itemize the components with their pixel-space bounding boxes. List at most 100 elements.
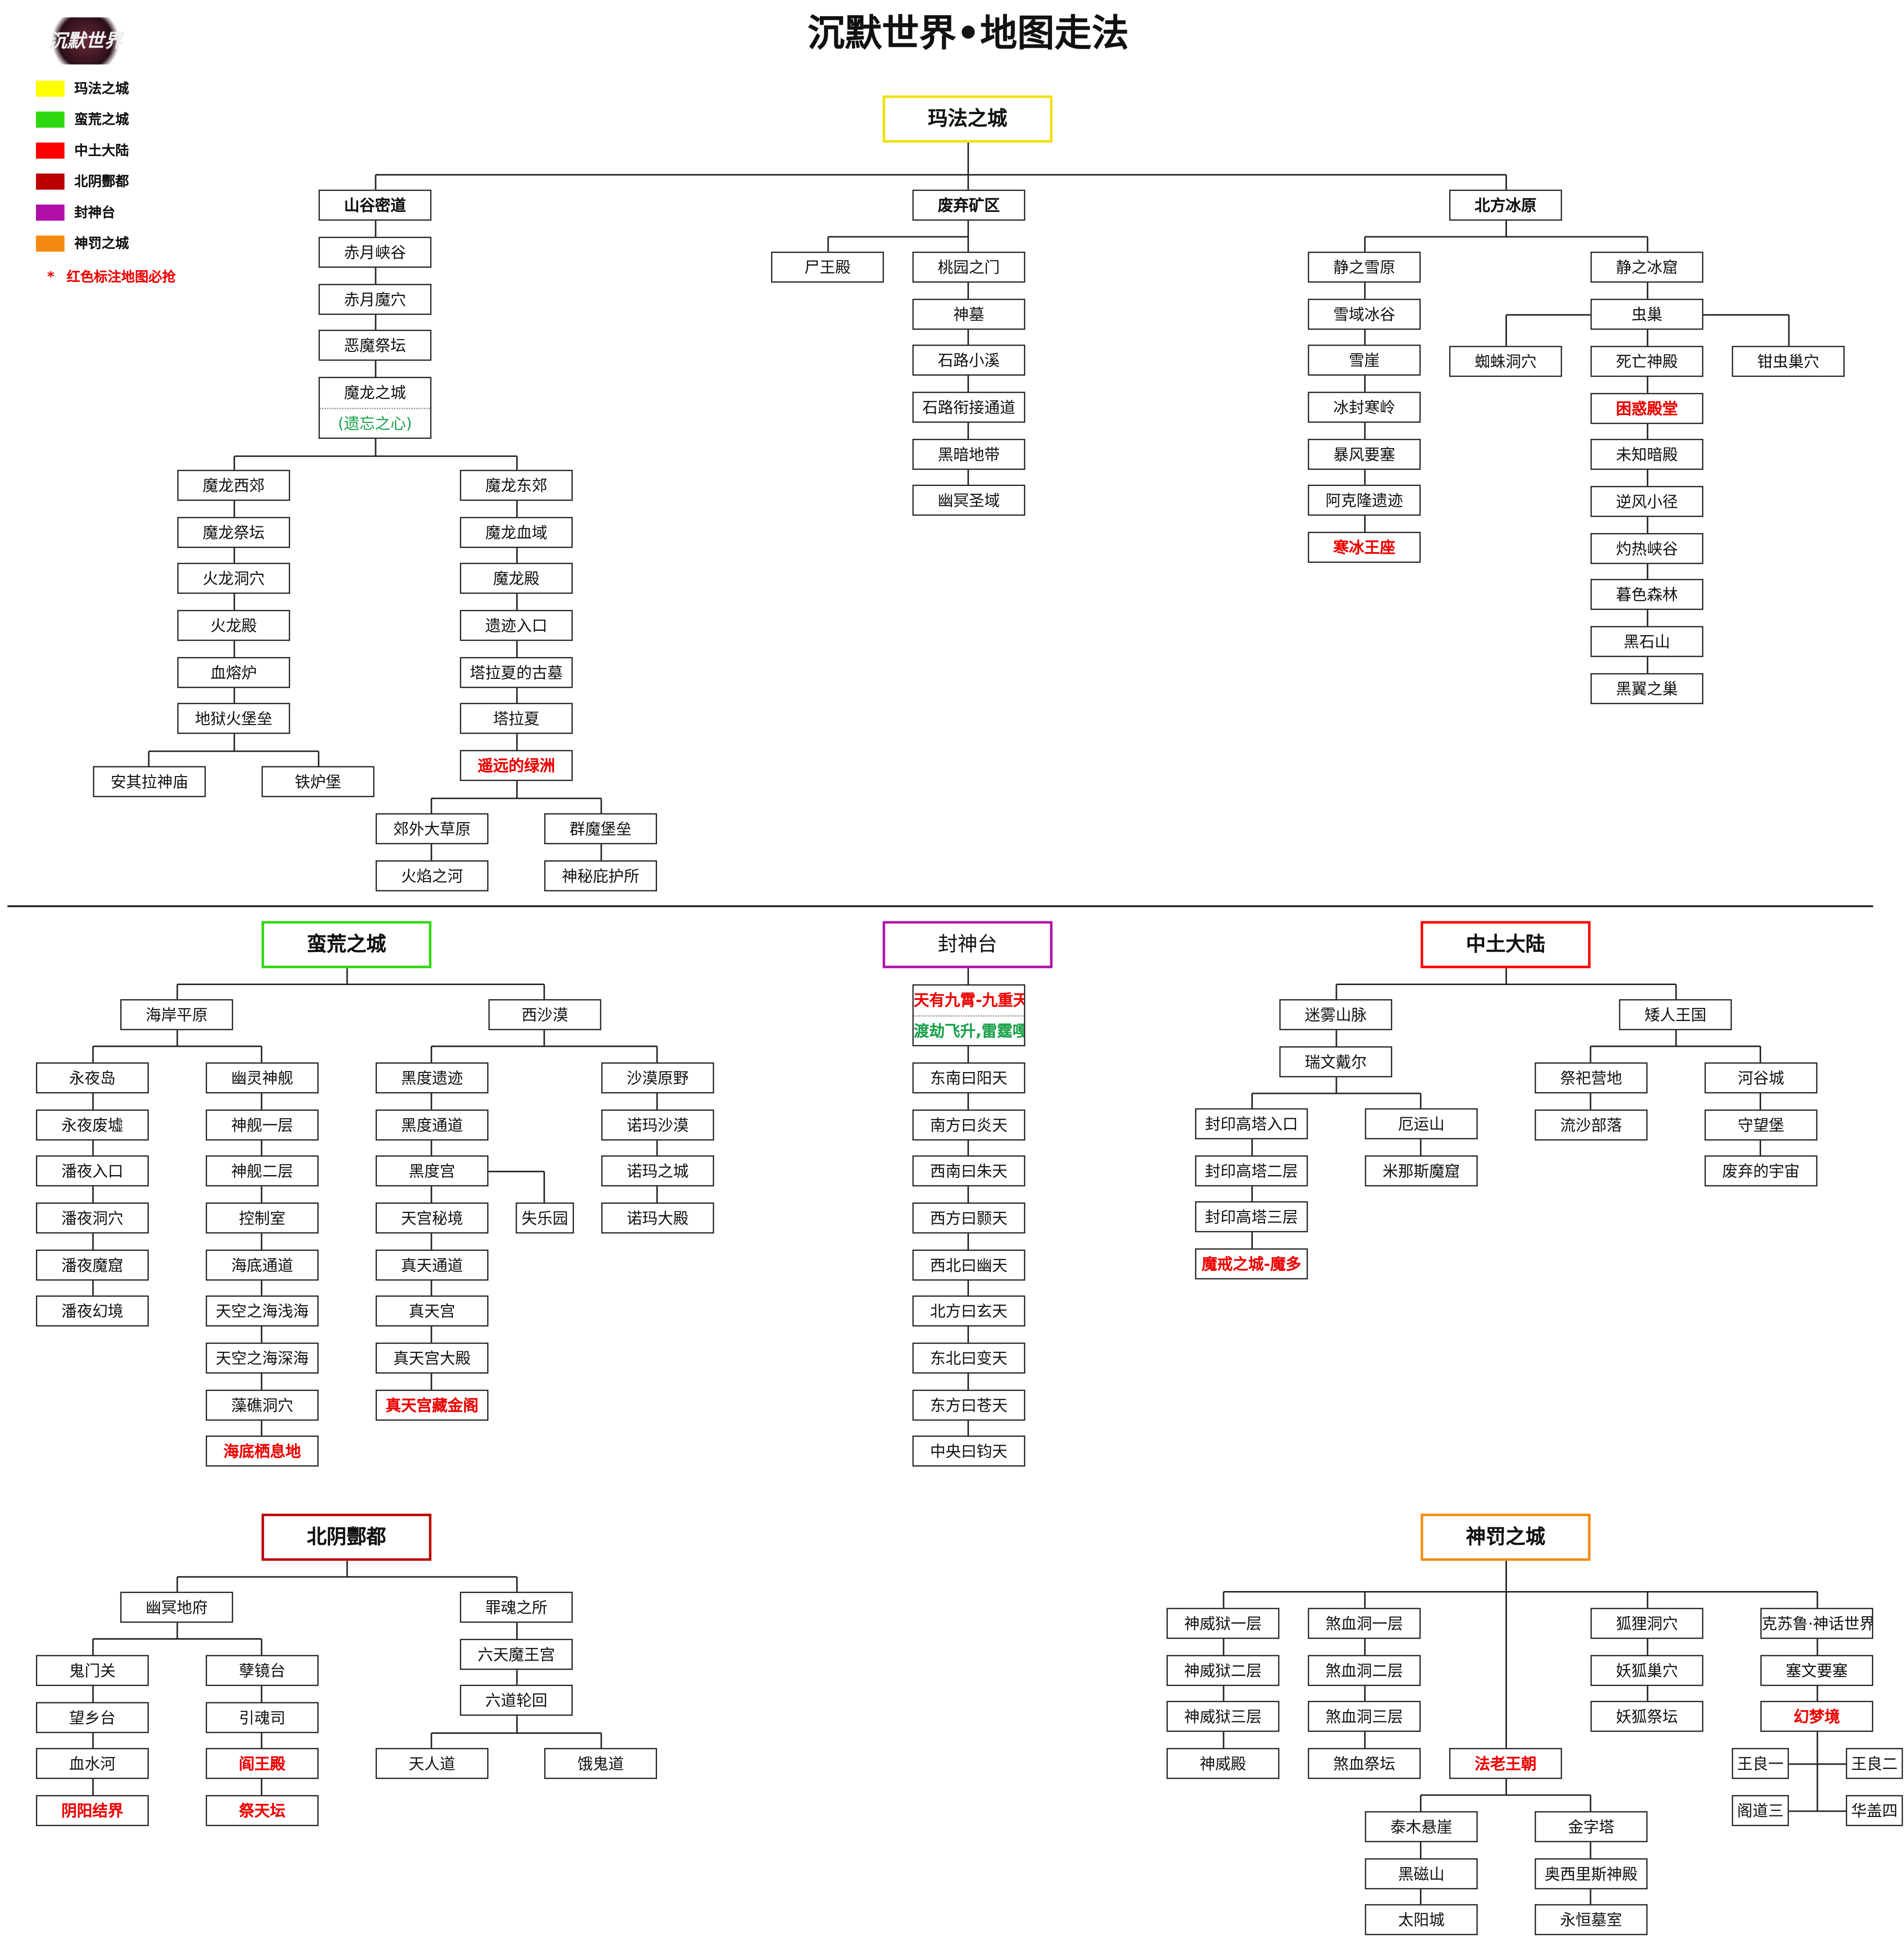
map-node-haian-r: 神舰一层 (206, 1109, 319, 1141)
map-node-falao-l: 太阳城 (1365, 1904, 1478, 1936)
map-node-zuihun: 罪魂之所 (460, 1592, 573, 1623)
game-logo: 沉默世界 (47, 17, 124, 65)
map-node-fengshen: 南方曰炎天 (912, 1109, 1025, 1141)
legend-label: 封神台 (74, 204, 116, 221)
map-node-molong-west-end: 铁炉堡 (261, 766, 375, 797)
map-node-eyun: 米那斯魔窟 (1365, 1155, 1478, 1186)
map-node-molong-west: 魔龙西郊 (177, 469, 290, 501)
map-node-chongchao-side: 蜘蛛洞穴 (1449, 346, 1562, 377)
map-node-falao-r: 金字塔 (1535, 1811, 1648, 1842)
map-node-bingyuan-l: 阿克隆遗迹 (1308, 485, 1421, 517)
map-node-xisha-r: 诺玛之城 (601, 1156, 714, 1187)
map-node-bingyuan-l: 静之雪原 (1308, 251, 1421, 283)
map-node-bingyuan-l: 寒冰王座 (1308, 532, 1421, 563)
map-node-molong-west: 火龙殿 (177, 610, 290, 641)
map-node-molong-west: 地狱火堡垒 (177, 703, 290, 735)
map-node-falao-l: 泰木悬崖 (1365, 1811, 1478, 1842)
map-node-niejing: 孽镜台 (206, 1655, 319, 1686)
map-node-shangu: 赤月魔穴 (318, 283, 432, 315)
map-node-xisha-l: 真天宫大殿 (375, 1342, 489, 1374)
map-node-shenwei: 神威殿 (1166, 1748, 1280, 1779)
map-node-feiqi: 幽冥圣域 (912, 485, 1025, 517)
map-node-huli: 狐狸洞穴 (1590, 1608, 1704, 1639)
map-node-haian-r: 海底栖息地 (206, 1436, 319, 1467)
map-node-molong-west-end: 安其拉神庙 (93, 766, 206, 797)
map-node-xisha-l: 黑度宫 (375, 1156, 489, 1187)
map-node-molong-city: 魔龙之城 (遗忘之心) (318, 377, 432, 439)
map-node-fengshen: 西南曰朱天 (912, 1156, 1025, 1187)
map-node-molong-east: 魔龙东郊 (460, 469, 573, 501)
legend-swatch (35, 204, 65, 221)
map-node-feiqi: 桃园之门 (912, 251, 1025, 283)
map-node-bingyuan-r2: 灼热峡谷 (1590, 533, 1704, 564)
map-node-molong-west: 火龙洞穴 (177, 563, 290, 594)
map-node-feiqi-side: 尸王殿 (771, 251, 884, 283)
map-node-eyun: 厄运山 (1365, 1108, 1478, 1140)
map-node-fengshen: 西方曰颢天 (912, 1202, 1025, 1234)
map-node-falao: 法老王朝 (1449, 1748, 1562, 1779)
map-node-bingyuan-l: 雪崖 (1308, 345, 1421, 376)
map-node-hubs-mafa: 废弃矿区 (912, 190, 1025, 221)
map-node-huli: 妖狐巢穴 (1590, 1654, 1704, 1686)
map-node-label: 天有九霄-九重天 (914, 990, 1025, 1009)
map-node-bingyuan-r1: 虫巢 (1590, 298, 1704, 329)
map-node-xisha-l: 黑度通道 (375, 1109, 489, 1141)
map-node-fengshen: 东方曰苍天 (912, 1389, 1025, 1420)
map-node-guimen: 望乡台 (35, 1701, 149, 1733)
map-node-bingyuan-r2: 困惑殿堂 (1590, 392, 1704, 424)
map-node-bingyuan-r2: 死亡神殿 (1590, 346, 1704, 377)
legend-note: * 红色标注地图必抢 (47, 266, 176, 286)
map-node-xisha-side: 失乐园 (516, 1202, 574, 1234)
map-node-niejing: 阎王殿 (206, 1748, 319, 1780)
map-node-bingyuan-r2: 黑翼之巢 (1590, 673, 1704, 704)
header-manhuang: 蛮荒之城 (261, 921, 432, 969)
map-node-zuihun: 六道轮回 (460, 1685, 573, 1716)
header-shenfa: 神罚之城 (1420, 1513, 1591, 1561)
map-node-bingyuan-r2: 黑石山 (1590, 626, 1704, 658)
header-zhongtu: 中土大陆 (1420, 921, 1591, 969)
map-node-youming: 幽冥地府 (120, 1592, 233, 1623)
header-beiyin: 北阴酆都 (261, 1513, 432, 1561)
map-node-bingyuan-l: 冰封寒岭 (1308, 392, 1421, 423)
map-node-niejing: 祭天坛 (206, 1795, 319, 1826)
legend-swatch (35, 80, 65, 97)
map-node-fengyin: 封印高塔入口 (1195, 1108, 1308, 1140)
map-node-haian-r: 神舰二层 (206, 1156, 319, 1187)
map-node-sublabel: (遗忘之心) (320, 408, 431, 437)
map-node-kesulu: 幻梦境 (1760, 1701, 1873, 1732)
map-node-feiqi: 石路衔接通道 (912, 392, 1025, 423)
map-node-wangliang2: 阁道三 (1731, 1795, 1789, 1826)
map-node-feiqi: 黑暗地带 (912, 438, 1025, 469)
map-node-shaxue: 煞血祭坛 (1308, 1748, 1421, 1779)
map-node-molong-east: 魔龙血域 (460, 516, 573, 548)
map-node-shangu: 恶魔祭坛 (318, 330, 432, 362)
map-node-haian-r: 藻礁洞穴 (206, 1389, 319, 1420)
map-node-xisha-l: 黑度遗迹 (375, 1062, 489, 1093)
map-node-molong-east: 遗迹入口 (460, 610, 573, 641)
map-node-molong-east-b: 群魔堡垒 (544, 813, 658, 845)
legend-label: 北阴酆都 (74, 173, 129, 190)
map-node-molong-east-a: 郊外大草原 (375, 813, 489, 845)
legend-swatch (35, 142, 65, 159)
map-node-haian-r: 幽灵神舰 (206, 1062, 319, 1093)
map-node-haian-r: 天空之海深海 (206, 1342, 319, 1374)
map-node-xisha-r: 沙漠原野 (601, 1062, 714, 1093)
header-fengshen: 封神台 (883, 921, 1053, 969)
map-node-molong-east: 遥远的绿洲 (460, 750, 573, 781)
map-node-shenwei: 神威狱二层 (1166, 1654, 1280, 1686)
map-node-xisha-r: 诺玛大殿 (601, 1202, 714, 1234)
map-node-airen: 矮人王国 (1619, 999, 1732, 1030)
map-node-fengshen: 东北曰变天 (912, 1342, 1025, 1374)
map-node-miwu: 瑞文戴尔 (1279, 1046, 1392, 1077)
asterisk-icon: * (47, 269, 54, 285)
map-node-falao-r: 永恒墓室 (1535, 1904, 1648, 1936)
map-node-xisha-l: 真天宫藏金阁 (375, 1389, 489, 1420)
map-node-fengyin: 封印高塔二层 (1195, 1155, 1308, 1186)
map-node-xisha-r: 诺玛沙漠 (601, 1109, 714, 1141)
map-node-hegu: 守望堡 (1704, 1109, 1817, 1141)
map-node-shenwei: 神威狱一层 (1166, 1608, 1280, 1639)
map-node-shaxue: 煞血洞一层 (1308, 1608, 1421, 1639)
map-node-feiqi: 神墓 (912, 298, 1025, 329)
map-node-haian-l: 潘夜幻境 (35, 1296, 149, 1327)
